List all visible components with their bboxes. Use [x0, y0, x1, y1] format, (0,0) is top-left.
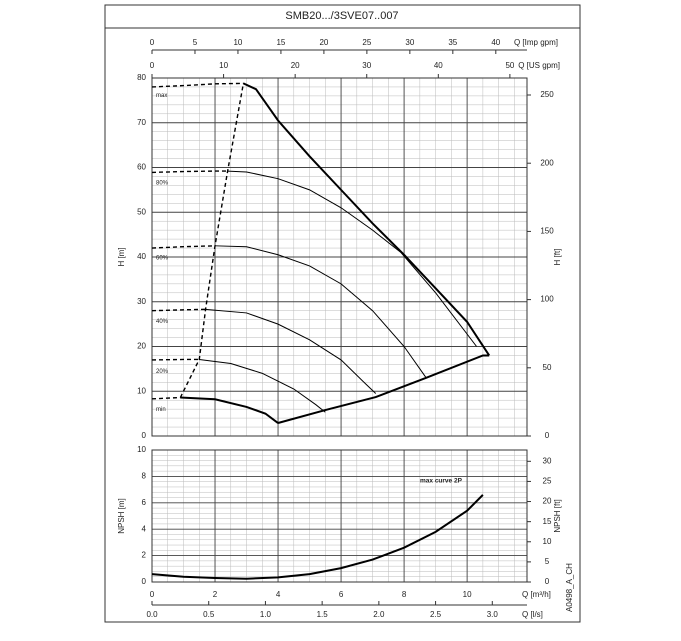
- curve: [227, 170, 477, 347]
- curve: [205, 308, 377, 394]
- y-tick-label: 60: [137, 163, 146, 172]
- y-tick-label: 30: [137, 297, 146, 306]
- frame: [104, 4, 581, 623]
- curve: [151, 494, 484, 580]
- x3-tick-label: 30: [362, 61, 371, 70]
- curve-label: 40%: [156, 319, 169, 325]
- y2-tick-label: 200: [540, 158, 554, 167]
- y-tick-label: 0: [142, 577, 147, 586]
- x2-tick-label: 15: [276, 38, 285, 47]
- x-tick-label: 8: [402, 590, 407, 599]
- plot-frame: [151, 449, 528, 583]
- curve: [151, 396, 181, 400]
- y-tick-label: 50: [137, 207, 146, 216]
- x3-tick-label: 40: [434, 61, 443, 70]
- annotation: max curve 2P: [420, 478, 463, 485]
- curve: [179, 83, 245, 398]
- x2-tick-label: 25: [362, 38, 371, 47]
- y2-tick-label: 150: [540, 227, 554, 236]
- x2-axis-label: Q [Imp gpm]: [514, 38, 558, 47]
- y-axis-label: H [m]: [117, 247, 126, 266]
- y2-tick-label: 5: [545, 557, 550, 566]
- x2-tick-label: 35: [448, 38, 457, 47]
- curve: [180, 396, 279, 424]
- y-tick-label: 80: [137, 73, 146, 82]
- y-tick-label: 0: [142, 431, 147, 440]
- y-tick-label: 2: [142, 551, 147, 560]
- x-tick-label: 2: [213, 590, 218, 599]
- curve: [199, 358, 326, 413]
- x2-tick-label: 3.0: [487, 610, 499, 619]
- y-tick-label: 8: [142, 472, 147, 481]
- side-label: A0498_A_CH: [565, 563, 574, 612]
- y2-tick-label: 0: [545, 577, 550, 586]
- y-tick-label: 6: [142, 498, 147, 507]
- y-tick-label: 4: [142, 524, 147, 533]
- x2-tick-label: 40: [491, 38, 500, 47]
- x2-tick-label: 0: [150, 38, 155, 47]
- y2-tick-label: 100: [540, 295, 554, 304]
- y-tick-label: 40: [137, 252, 146, 261]
- curve: [151, 245, 216, 249]
- y2-tick-label: 20: [543, 497, 552, 506]
- curve-label: 80%: [156, 181, 169, 187]
- y2-tick-label: 0: [545, 431, 550, 440]
- y2-axis-label: NPSH [ft]: [553, 499, 562, 532]
- y-tick-label: 10: [137, 386, 146, 395]
- curve-label: max: [156, 93, 167, 99]
- x2-tick-label: 0.5: [203, 610, 215, 619]
- curve-label: 20%: [156, 369, 169, 375]
- x-tick-label: 4: [276, 590, 281, 599]
- y-axis-label: NPSH [m]: [117, 498, 126, 534]
- x2-tick-label: 1.0: [260, 610, 272, 619]
- curve: [242, 82, 491, 356]
- x2-tick-label: 2.5: [430, 610, 442, 619]
- x3-tick-label: 20: [291, 61, 300, 70]
- y2-tick-label: 30: [543, 456, 552, 465]
- x3-tick-label: 10: [219, 61, 228, 70]
- y2-axis-label: H [ft]: [553, 249, 562, 266]
- curve: [151, 308, 206, 312]
- x3-axis-label: Q [US gpm]: [518, 61, 560, 70]
- chart-title: SMB20.../3SVE07..007: [285, 10, 398, 22]
- y2-tick-label: 25: [543, 477, 552, 486]
- x-axis-label: Q [m³/h]: [522, 590, 551, 599]
- curve: [215, 245, 427, 379]
- x2-tick-label: 20: [319, 38, 328, 47]
- curve: [151, 82, 244, 88]
- plot-frame: [151, 77, 528, 437]
- y2-tick-label: 15: [543, 517, 552, 526]
- y2-tick-label: 50: [543, 363, 552, 372]
- curve: [277, 354, 490, 424]
- x2-tick-label: 5: [193, 38, 198, 47]
- x3-tick-label: 50: [505, 61, 514, 70]
- y2-tick-label: 10: [543, 537, 552, 546]
- y-tick-label: 20: [137, 342, 146, 351]
- x-tick-label: 10: [463, 590, 472, 599]
- x-tick-label: 6: [339, 590, 344, 599]
- curve: [151, 170, 228, 174]
- x2-tick-label: 30: [405, 38, 414, 47]
- y-tick-label: 70: [137, 118, 146, 127]
- x3-tick-label: 0: [150, 61, 155, 70]
- curve-label: min: [156, 407, 166, 413]
- x2-tick-label: 1.5: [317, 610, 329, 619]
- y-tick-label: 10: [137, 445, 146, 454]
- x-tick-label: 0: [150, 590, 155, 599]
- x2-tick-label: 0.0: [146, 610, 158, 619]
- y2-tick-label: 250: [540, 90, 554, 99]
- x2-axis-label: Q [l/s]: [522, 610, 543, 619]
- x2-tick-label: 10: [233, 38, 242, 47]
- curve-label: 60%: [156, 255, 169, 261]
- x2-tick-label: 2.0: [373, 610, 385, 619]
